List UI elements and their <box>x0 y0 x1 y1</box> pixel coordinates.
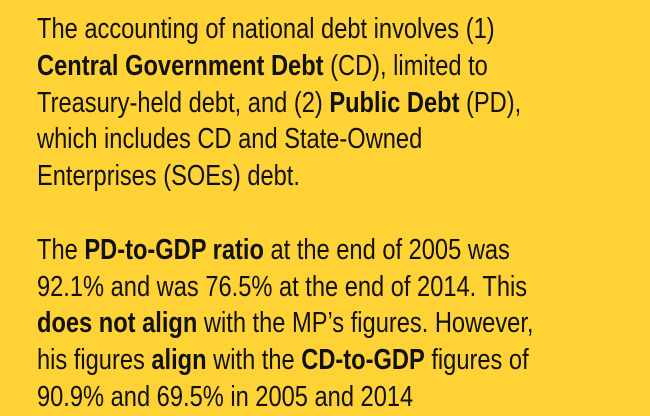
text-span: figures of <box>424 344 529 377</box>
text-body: The accounting of national debt involves… <box>37 11 635 416</box>
text-span: which includes CD and State-Owned <box>37 123 423 156</box>
text-span: Treasury-held debt, and (2) <box>37 86 330 119</box>
text-line: Enterprises (SOEs) debt. <box>37 158 533 195</box>
text-line: The PD-to-GDP ratio at the end of 2005 w… <box>37 232 533 269</box>
bold-text: Public Debt <box>329 86 460 119</box>
text-line: does not align with the MP’s figures. Ho… <box>37 305 533 342</box>
bold-text: Central Government Debt <box>37 49 324 82</box>
text-line: The accounting of national debt involves… <box>37 11 533 48</box>
text-span: The accounting of national debt involves… <box>37 13 495 45</box>
text-span: at the end of 2005 was <box>263 233 510 266</box>
text-span: his figures <box>37 344 152 377</box>
text-line: 92.1% and was 76.5% at the end of 2014. … <box>37 269 533 306</box>
text-span: 92.1% and was 76.5% at the end of 2014. … <box>37 270 528 303</box>
bold-text: align <box>151 344 207 377</box>
bold-text: does not align <box>37 307 198 340</box>
text-line: 90.9% and 69.5% in 2005 and 2014 <box>37 379 533 416</box>
text-span: 90.9% and 69.5% in 2005 and 2014 <box>37 380 414 413</box>
bold-text: CD-to-GDP <box>301 344 425 377</box>
text-line: Central Government Debt (CD), limited to <box>37 48 533 85</box>
bold-text: PD-to-GDP ratio <box>84 233 264 266</box>
paragraph: The PD-to-GDP ratio at the end of 2005 w… <box>37 232 635 416</box>
text-span: Enterprises (SOEs) debt. <box>37 160 300 193</box>
paragraph-gap <box>37 195 635 232</box>
text-line: his figures align with the CD-to-GDP fig… <box>37 342 533 379</box>
text-span: (PD), <box>459 86 522 119</box>
paragraph: The accounting of national debt involves… <box>37 11 635 195</box>
text-span: (CD), limited to <box>323 49 488 82</box>
text-line: which includes CD and State-Owned <box>37 121 533 158</box>
text-span: with the <box>206 344 302 377</box>
text-span: The <box>37 233 85 266</box>
text-line: Treasury-held debt, and (2) Public Debt … <box>37 85 533 122</box>
text-span: with the MP’s figures. However, <box>197 307 534 340</box>
